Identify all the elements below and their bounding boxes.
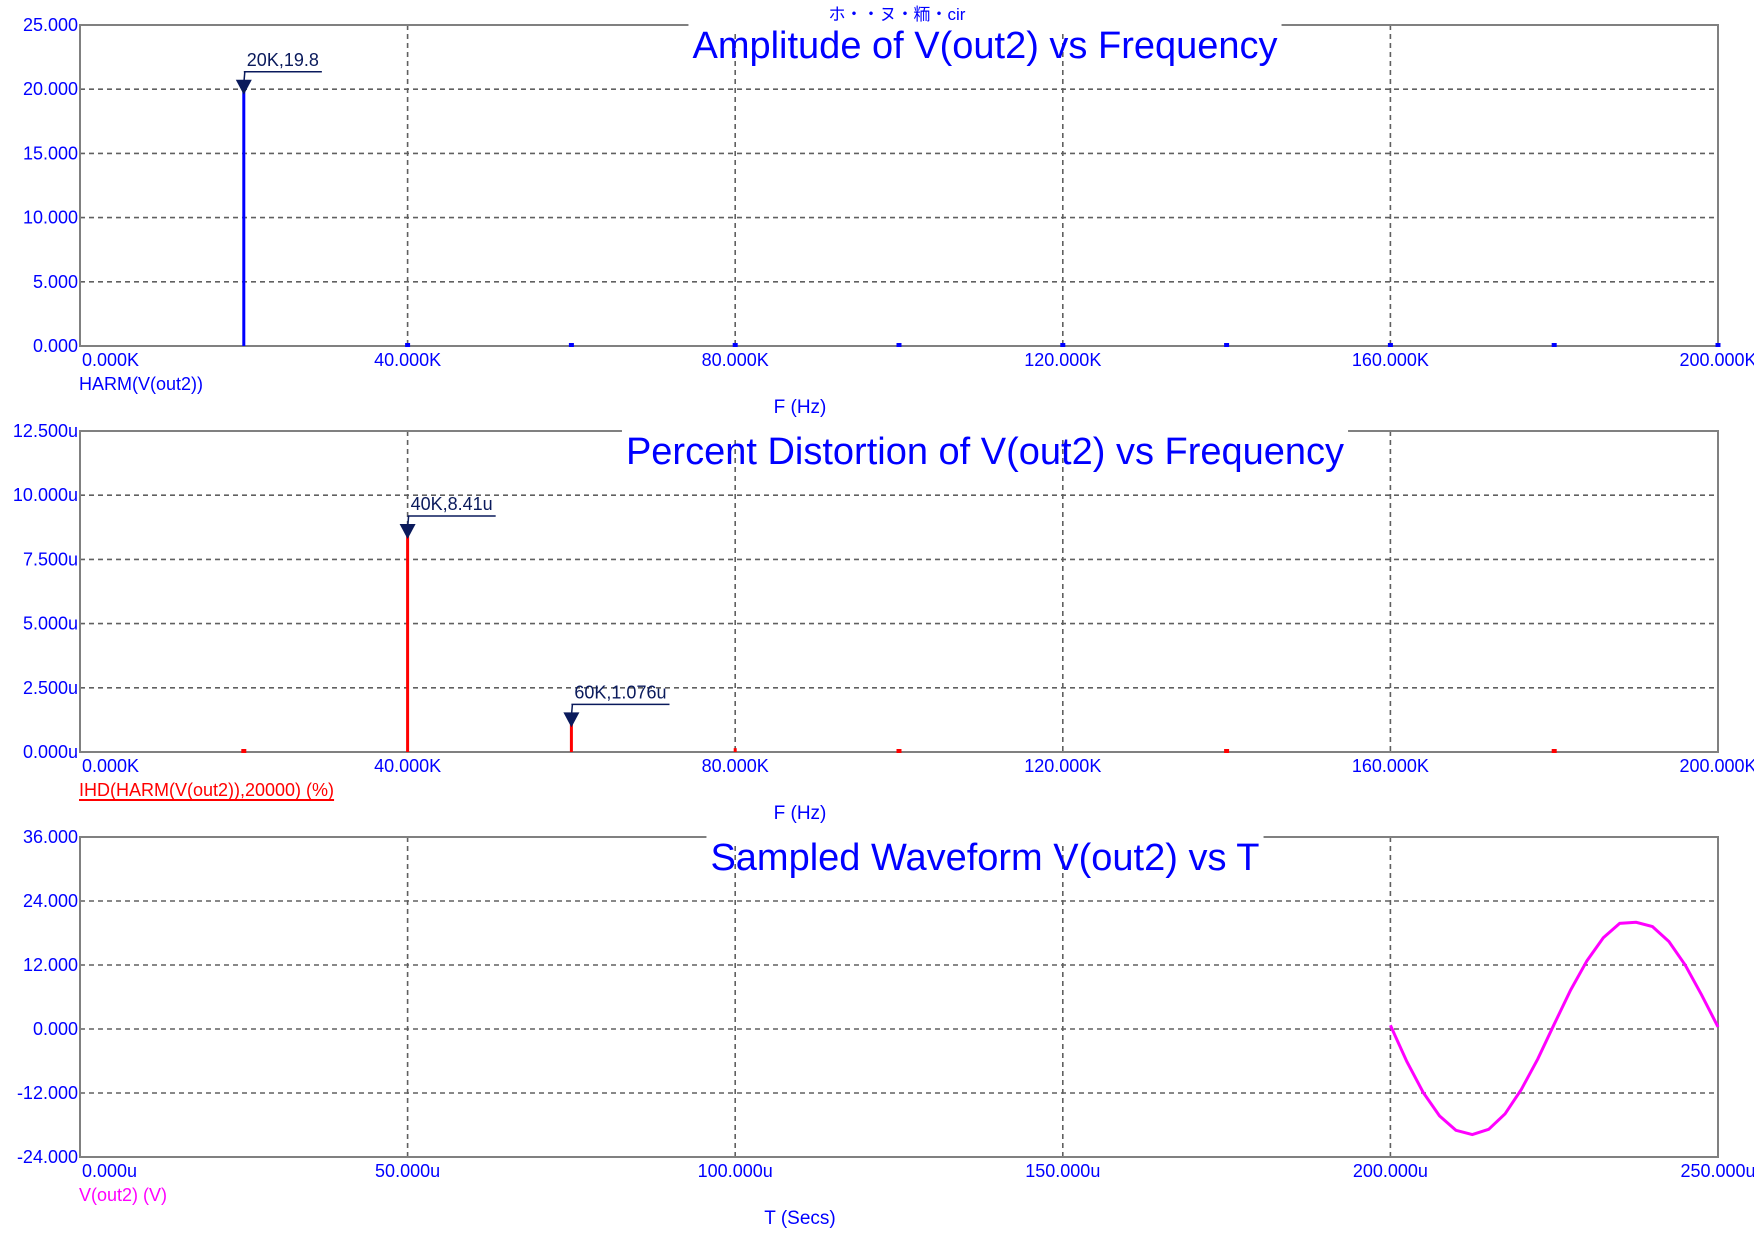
y-tick-label: 12.500u — [13, 421, 78, 441]
file-title: ホ・・ヌ・粫・cir — [829, 5, 966, 24]
y-tick-label: -24.000 — [17, 1147, 78, 1167]
harmonic-bar — [896, 749, 902, 753]
trace-label: IHD(HARM(V(out2)),20000) (%) — [79, 780, 334, 800]
x-axis-label: T (Secs) — [764, 1208, 835, 1229]
y-tick-label: 36.000 — [23, 827, 78, 847]
marker-triangle — [563, 712, 580, 728]
y-tick-label: 0.000 — [33, 1019, 78, 1039]
harmonic-bar — [1551, 749, 1557, 753]
marker-triangle — [235, 79, 252, 95]
x-tick-label: 250.000u — [1680, 1161, 1754, 1181]
y-tick-label: 24.000 — [23, 891, 78, 911]
chart-title-background — [688, 22, 1282, 30]
harmonic-bar — [1715, 343, 1721, 347]
harmonic-bar — [1387, 343, 1393, 347]
y-tick-label: 10.000 — [23, 208, 78, 228]
marker-label: 40K,8.41u — [411, 494, 493, 514]
marker-triangle — [399, 524, 416, 540]
y-tick-label: 2.500u — [23, 678, 78, 698]
y-tick-label: 0.000u — [23, 742, 78, 762]
x-axis-label: F (Hz) — [774, 803, 827, 824]
x-tick-label: 120.000K — [1024, 756, 1101, 776]
x-tick-label: 100.000u — [698, 1161, 773, 1181]
y-tick-label: 5.000u — [23, 614, 78, 634]
trace-label: HARM(V(out2)) — [79, 374, 203, 394]
y-tick-label: 10.000u — [13, 485, 78, 505]
harmonic-bar — [1224, 749, 1230, 753]
x-tick-label: 0.000K — [82, 756, 139, 776]
plot-frame — [79, 430, 1719, 753]
waveform-line — [1389, 920, 1720, 1137]
x-tick-label: 50.000u — [375, 1161, 440, 1181]
harmonic-bar — [241, 749, 247, 753]
x-tick-label: 0.000u — [82, 1161, 137, 1181]
y-tick-label: 0.000 — [33, 336, 78, 356]
y-tick-label: 20.000 — [23, 79, 78, 99]
y-tick-label: 5.000 — [33, 272, 78, 292]
harmonic-bar — [896, 343, 902, 347]
chart-panel-3: -24.000 -12.000 0.000 12.000 24.000 36.000 0.0… — [17, 827, 1754, 1229]
x-tick-label: 200.000K — [1679, 350, 1754, 370]
plot-frame — [79, 24, 1719, 347]
chart-title-background — [621, 428, 1349, 436]
marker-label: 60K,1.076u — [574, 682, 666, 702]
harmonic-bar — [1060, 343, 1066, 347]
x-tick-label: 150.000u — [1025, 1161, 1100, 1181]
chart-title: Sampled Waveform V(out2) vs T — [710, 837, 1259, 879]
x-tick-label: 80.000K — [702, 350, 769, 370]
harmonic-bar — [732, 343, 738, 347]
y-tick-label: -12.000 — [17, 1083, 78, 1103]
plot-frame — [79, 836, 1719, 1158]
chart-panel-1: 0.000 5.000 10.000 15.000 20.000 25.000 0.000K… — [23, 15, 1754, 418]
trace-label: V(out2) (V) — [79, 1185, 167, 1205]
marker-label: 20K,19.8 — [247, 50, 319, 70]
chart-panel-2: 0.000u 2.500u 5.000u 7.500u 10.000u 12.500u 0.… — [13, 421, 1754, 824]
y-tick-label: 25.000 — [23, 15, 78, 35]
harmonic-bar — [1551, 343, 1557, 347]
chart-title-background — [706, 834, 1264, 842]
y-tick-label: 7.500u — [23, 549, 78, 569]
x-tick-label: 40.000K — [374, 350, 441, 370]
x-axis-label: F (Hz) — [774, 397, 827, 418]
harmonic-bar — [1224, 343, 1230, 347]
y-tick-label: 12.000 — [23, 955, 78, 975]
chart-title: Percent Distortion of V(out2) vs Frequen… — [626, 431, 1344, 473]
x-tick-label: 40.000K — [374, 756, 441, 776]
x-tick-label: 0.000K — [82, 350, 139, 370]
x-tick-label: 200.000u — [1353, 1161, 1428, 1181]
x-tick-label: 160.000K — [1352, 350, 1429, 370]
x-tick-label: 120.000K — [1024, 350, 1101, 370]
x-tick-label: 80.000K — [702, 756, 769, 776]
chart-title: Amplitude of V(out2) vs Frequency — [692, 25, 1277, 67]
harmonic-bar — [568, 343, 574, 347]
harmonic-bar — [405, 343, 411, 347]
x-tick-label: 160.000K — [1352, 756, 1429, 776]
x-tick-label: 200.000K — [1679, 756, 1754, 776]
y-tick-label: 15.000 — [23, 143, 78, 163]
